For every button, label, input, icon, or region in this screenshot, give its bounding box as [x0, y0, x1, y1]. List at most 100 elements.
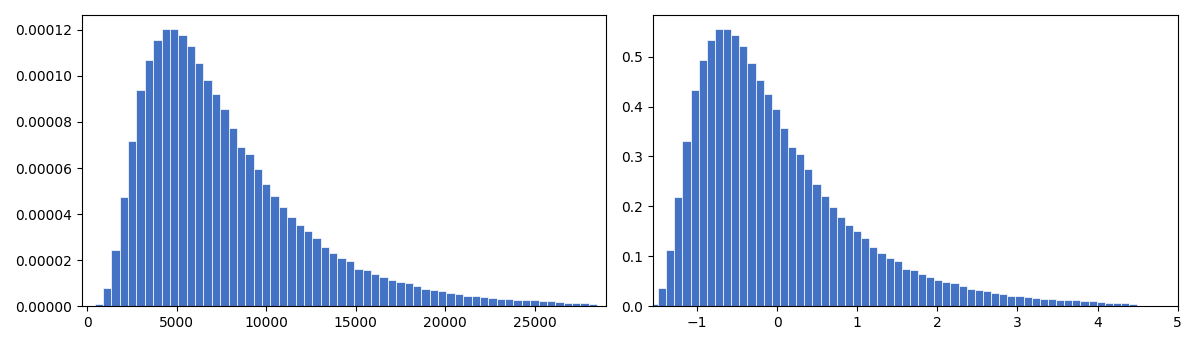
Bar — [1096, 302, 1105, 306]
Bar — [371, 274, 379, 306]
Bar — [1064, 300, 1073, 306]
Bar — [869, 247, 877, 306]
Bar — [1015, 296, 1023, 306]
Bar — [405, 283, 413, 306]
Bar — [674, 197, 682, 306]
Bar — [430, 290, 438, 306]
Bar — [699, 60, 707, 306]
Bar — [837, 217, 845, 306]
Bar — [421, 289, 430, 306]
Bar — [942, 282, 950, 306]
Bar — [820, 196, 828, 306]
Bar — [828, 207, 837, 306]
Bar — [886, 258, 894, 306]
Bar — [650, 304, 658, 306]
Bar — [755, 80, 764, 306]
Bar — [539, 302, 547, 306]
Bar — [967, 289, 974, 306]
Bar — [153, 40, 162, 306]
Bar — [162, 29, 170, 306]
Bar — [480, 297, 488, 306]
Bar — [304, 231, 312, 306]
Bar — [1081, 302, 1088, 306]
Bar — [740, 46, 747, 306]
Bar — [658, 288, 667, 306]
Bar — [530, 300, 539, 306]
Bar — [796, 154, 804, 306]
Bar — [514, 299, 522, 306]
Bar — [203, 80, 212, 306]
Bar — [1105, 303, 1113, 306]
Bar — [581, 304, 589, 306]
Bar — [1008, 296, 1015, 306]
Bar — [346, 261, 354, 306]
Bar — [1088, 302, 1096, 306]
Bar — [764, 95, 772, 306]
Bar — [338, 258, 346, 306]
Bar — [1122, 304, 1129, 306]
Bar — [178, 35, 187, 306]
Bar — [918, 274, 926, 306]
Bar — [103, 288, 111, 306]
Bar — [229, 128, 237, 306]
Bar — [1047, 299, 1056, 306]
Bar — [999, 294, 1008, 306]
Bar — [572, 303, 581, 306]
Bar — [926, 277, 934, 306]
Bar — [136, 90, 145, 306]
Bar — [564, 303, 572, 306]
Bar — [747, 63, 755, 306]
Bar — [780, 128, 788, 306]
Bar — [991, 293, 999, 306]
Bar — [1032, 298, 1040, 306]
Bar — [497, 299, 505, 306]
Bar — [894, 261, 901, 306]
Bar — [354, 269, 363, 306]
Bar — [959, 286, 967, 306]
Bar — [120, 197, 128, 306]
Bar — [974, 290, 983, 306]
Bar — [262, 184, 271, 306]
Bar — [187, 46, 195, 306]
Bar — [455, 294, 463, 306]
Bar — [329, 253, 338, 306]
Bar — [1040, 299, 1047, 306]
Bar — [472, 296, 480, 306]
Bar — [934, 280, 942, 306]
Bar — [707, 40, 715, 306]
Bar — [1113, 303, 1122, 306]
Bar — [488, 298, 497, 306]
Bar — [910, 270, 918, 306]
Bar — [505, 299, 514, 306]
Bar — [589, 304, 597, 306]
Bar — [271, 196, 279, 306]
Bar — [111, 250, 120, 306]
Bar — [463, 296, 472, 306]
Bar — [312, 238, 321, 306]
Bar — [195, 63, 203, 306]
Bar — [1129, 304, 1137, 306]
Bar — [853, 231, 861, 306]
Bar — [245, 154, 254, 306]
Bar — [845, 225, 853, 306]
Bar — [813, 184, 820, 306]
Bar — [237, 147, 245, 306]
Bar — [555, 302, 564, 306]
Bar — [413, 286, 421, 306]
Bar — [788, 147, 796, 306]
Bar — [1056, 299, 1064, 306]
Bar — [731, 35, 740, 306]
Bar — [446, 293, 455, 306]
Bar — [950, 283, 959, 306]
Bar — [1023, 297, 1032, 306]
Bar — [388, 280, 396, 306]
Bar — [254, 169, 262, 306]
Bar — [772, 109, 780, 306]
Bar — [363, 270, 371, 306]
Bar — [667, 250, 674, 306]
Bar — [691, 90, 699, 306]
Bar — [983, 291, 991, 306]
Bar — [877, 253, 886, 306]
Bar — [287, 217, 296, 306]
Bar — [296, 225, 304, 306]
